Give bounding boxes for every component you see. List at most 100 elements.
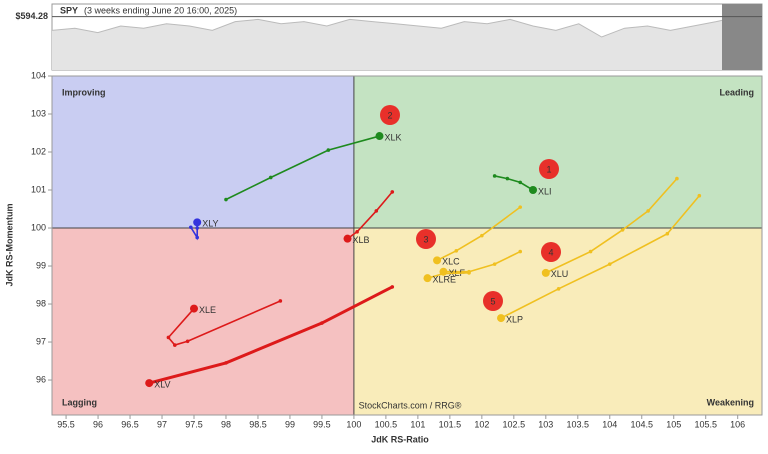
tail-point (646, 209, 650, 213)
y-tick-label: 103 (31, 108, 46, 118)
tail-point (480, 233, 484, 238)
tail-point (166, 335, 171, 340)
y-axis-title: JdK RS-Momentum (4, 204, 14, 287)
series-label: XLRE (432, 275, 456, 285)
x-tick-label: 103.5 (567, 419, 590, 429)
tail-point (588, 249, 593, 254)
tail-point (278, 299, 283, 303)
x-tick-label: 100.5 (375, 419, 398, 429)
quadrant-label: Leading (719, 87, 754, 97)
tail-point (454, 249, 459, 253)
y-tick-label: 102 (31, 146, 46, 156)
head (423, 274, 432, 283)
y-tick-label: 96 (36, 374, 46, 384)
tail-point (390, 285, 395, 289)
quadrant-label: Weakening (707, 397, 754, 407)
x-tick-label: 105.5 (694, 419, 717, 429)
annotation-badge (483, 291, 503, 311)
x-tick-label: 99 (285, 419, 295, 429)
x-tick-label: 96.5 (121, 419, 139, 429)
tail-point (665, 231, 670, 236)
annotation-number: 1 (546, 164, 551, 174)
head (541, 268, 550, 277)
x-tick-label: 103 (538, 419, 553, 429)
watermark: StockCharts.com / RRG® (359, 400, 462, 410)
series-label: XLI (538, 186, 552, 196)
head (433, 256, 442, 265)
x-tick-label: 101 (410, 419, 425, 429)
head (497, 314, 506, 323)
quadrant-label: Lagging (62, 397, 97, 407)
x-tick-label: 98.5 (249, 419, 267, 429)
tail-point (185, 339, 190, 344)
series-label: XLK (384, 132, 401, 142)
tail (494, 175, 534, 191)
y-tick-label: 97 (36, 336, 46, 346)
annotation-number: 5 (490, 296, 495, 306)
x-tick-label: 104 (602, 419, 617, 429)
annotation-badge (380, 105, 400, 125)
annotation-number: 4 (548, 247, 553, 257)
tail-point (320, 321, 324, 325)
series-label: XLB (353, 235, 370, 245)
tail-point (195, 235, 199, 240)
x-tick-label: 99.5 (313, 419, 331, 429)
tail (148, 285, 393, 385)
y-tick-label: 104 (31, 70, 46, 80)
plot-frame (51, 75, 763, 416)
series-label: XLY (202, 219, 218, 229)
x-tick-label: 106 (730, 419, 745, 429)
tail-point (189, 225, 193, 230)
price-label: $594.28 (15, 11, 48, 21)
tail-point (492, 174, 497, 178)
x-tick-label: 105 (666, 419, 681, 429)
x-tick-label: 102.5 (503, 419, 526, 429)
tail-point (390, 190, 395, 194)
tail-point (518, 205, 523, 209)
x-tick-label: 101.5 (439, 419, 462, 429)
tail (436, 206, 521, 262)
series-label: XLP (506, 314, 523, 324)
tail-point (441, 271, 446, 276)
annotation-badge (539, 159, 559, 179)
tail-point (224, 197, 228, 202)
quadrant (52, 76, 354, 229)
tail-point (374, 209, 379, 213)
head (375, 132, 384, 141)
benchmark-subtitle: (3 weeks ending June 20 16:00, 2025) (84, 5, 237, 15)
tail-point (556, 287, 561, 291)
tail-point (620, 228, 625, 232)
period-shade (722, 4, 762, 70)
tail (443, 250, 521, 273)
x-tick-label: 96 (93, 419, 103, 429)
x-tick-label: 95.5 (57, 419, 75, 429)
head (190, 304, 198, 313)
tail-point (173, 343, 177, 347)
x-tick-label: 98 (221, 419, 231, 429)
annotation-badge (541, 242, 561, 262)
y-tick-label: 100 (31, 222, 46, 232)
head (529, 186, 538, 195)
x-tick-label: 104.5 (630, 419, 653, 429)
tail-point (505, 176, 510, 181)
series-label: XLV (154, 379, 170, 389)
quadrant (52, 228, 354, 415)
tail-point (607, 262, 612, 266)
quadrant-label: Improving (62, 87, 106, 97)
benchmark-name: SPY (60, 5, 78, 15)
tail-point (675, 176, 679, 181)
tail-point (492, 262, 497, 266)
benchmark-line (51, 16, 762, 38)
quadrant (353, 76, 762, 229)
benchmark-area (52, 16, 762, 70)
y-tick-label: 101 (31, 184, 46, 194)
y-tick-label: 99 (36, 260, 46, 270)
head (343, 234, 352, 243)
x-tick-label: 100 (346, 419, 361, 429)
tail-point (518, 180, 523, 185)
annotation-badge (416, 229, 436, 249)
annotation-number: 3 (423, 234, 428, 244)
x-tick-label: 102 (474, 419, 489, 429)
